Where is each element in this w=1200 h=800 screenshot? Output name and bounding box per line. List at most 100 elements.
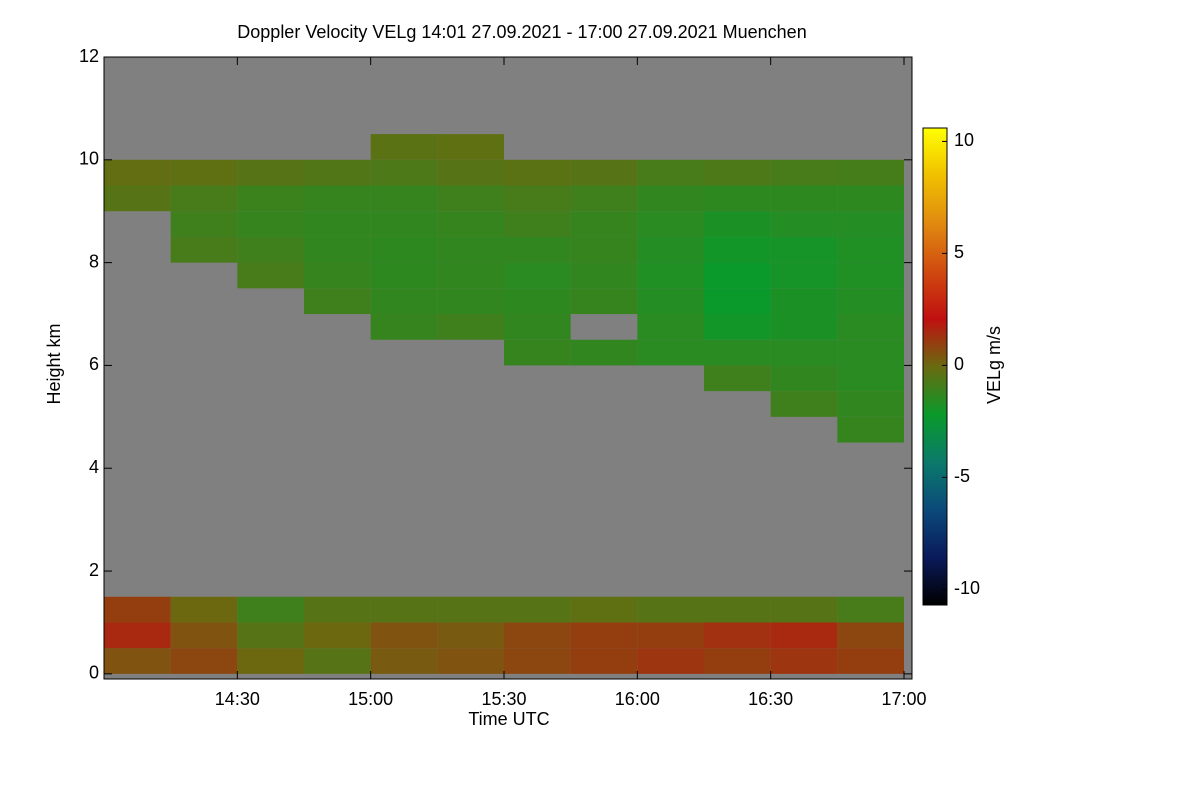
cell	[837, 211, 904, 237]
cell	[237, 622, 304, 649]
cell	[237, 262, 304, 289]
cell	[370, 314, 438, 340]
cell	[370, 288, 438, 315]
cell	[170, 185, 238, 212]
cell	[570, 236, 638, 263]
x-tick-label: 16:00	[615, 689, 660, 709]
cell	[304, 185, 371, 212]
cell	[704, 314, 771, 340]
cell	[237, 159, 304, 186]
cell	[370, 262, 438, 289]
cell	[837, 596, 904, 623]
cell	[370, 648, 438, 674]
x-tick-label: 14:30	[215, 689, 260, 709]
cell	[637, 262, 704, 289]
cell	[570, 185, 638, 212]
cell	[770, 288, 838, 315]
cell	[637, 236, 704, 263]
cell	[837, 314, 904, 340]
cell	[570, 339, 638, 366]
cell	[170, 211, 238, 237]
colorbar	[922, 127, 948, 606]
cell	[770, 622, 838, 649]
colorbar-tick-label: -5	[954, 466, 970, 486]
cell	[504, 622, 571, 649]
cell	[304, 622, 371, 649]
cell	[104, 185, 171, 212]
cell	[304, 288, 371, 315]
cell	[504, 236, 571, 263]
cell	[437, 648, 504, 674]
cell	[237, 185, 304, 212]
cell	[437, 314, 504, 340]
cell	[770, 314, 838, 340]
cell	[637, 185, 704, 212]
cell	[304, 648, 371, 674]
heatmap-cells	[104, 134, 904, 674]
cell	[304, 262, 371, 289]
cell	[170, 648, 238, 674]
cell	[770, 365, 838, 392]
cell	[837, 288, 904, 315]
cell	[504, 339, 571, 366]
cell	[504, 288, 571, 315]
cell	[837, 185, 904, 212]
cell	[637, 648, 704, 674]
cell	[504, 648, 571, 674]
cell	[370, 185, 438, 212]
cell	[504, 596, 571, 623]
cell	[170, 236, 238, 263]
cell	[837, 622, 904, 649]
cell	[304, 236, 371, 263]
cell	[770, 596, 838, 623]
colorbar-tick-label: 0	[954, 354, 964, 374]
cell	[570, 622, 638, 649]
cell	[437, 622, 504, 649]
cell	[304, 596, 371, 623]
cell	[570, 262, 638, 289]
cell	[437, 211, 504, 237]
cell	[504, 159, 571, 186]
cell	[704, 185, 771, 212]
cell	[437, 596, 504, 623]
cell	[504, 314, 571, 340]
cell	[704, 365, 771, 392]
cell	[437, 236, 504, 263]
plot-frame	[103, 56, 913, 680]
cell	[104, 596, 171, 623]
cell	[504, 211, 571, 237]
cell	[770, 211, 838, 237]
x-axis-label: Time UTC	[468, 709, 549, 729]
cell	[437, 185, 504, 212]
cell	[704, 211, 771, 237]
cell	[704, 236, 771, 263]
colorbar-tick-label: 10	[954, 130, 974, 150]
cell	[704, 288, 771, 315]
cell	[837, 159, 904, 186]
cell	[504, 262, 571, 289]
cell	[770, 648, 838, 674]
cell	[304, 159, 371, 186]
cell	[770, 159, 838, 186]
cell	[637, 159, 704, 186]
cell	[570, 159, 638, 186]
cell	[170, 622, 238, 649]
cell	[370, 622, 438, 649]
cell	[237, 648, 304, 674]
cell	[837, 365, 904, 392]
cell	[704, 648, 771, 674]
cell	[237, 596, 304, 623]
cell	[104, 159, 171, 186]
cell	[837, 262, 904, 289]
colorbar-label: VELg m/s	[984, 326, 1004, 404]
cell	[837, 416, 904, 443]
y-tick-label: 8	[89, 251, 99, 271]
cell	[704, 622, 771, 649]
cell	[570, 648, 638, 674]
cell	[170, 159, 238, 186]
cell	[570, 596, 638, 623]
cell	[837, 391, 904, 417]
cell	[570, 211, 638, 237]
y-tick-label: 6	[89, 354, 99, 374]
